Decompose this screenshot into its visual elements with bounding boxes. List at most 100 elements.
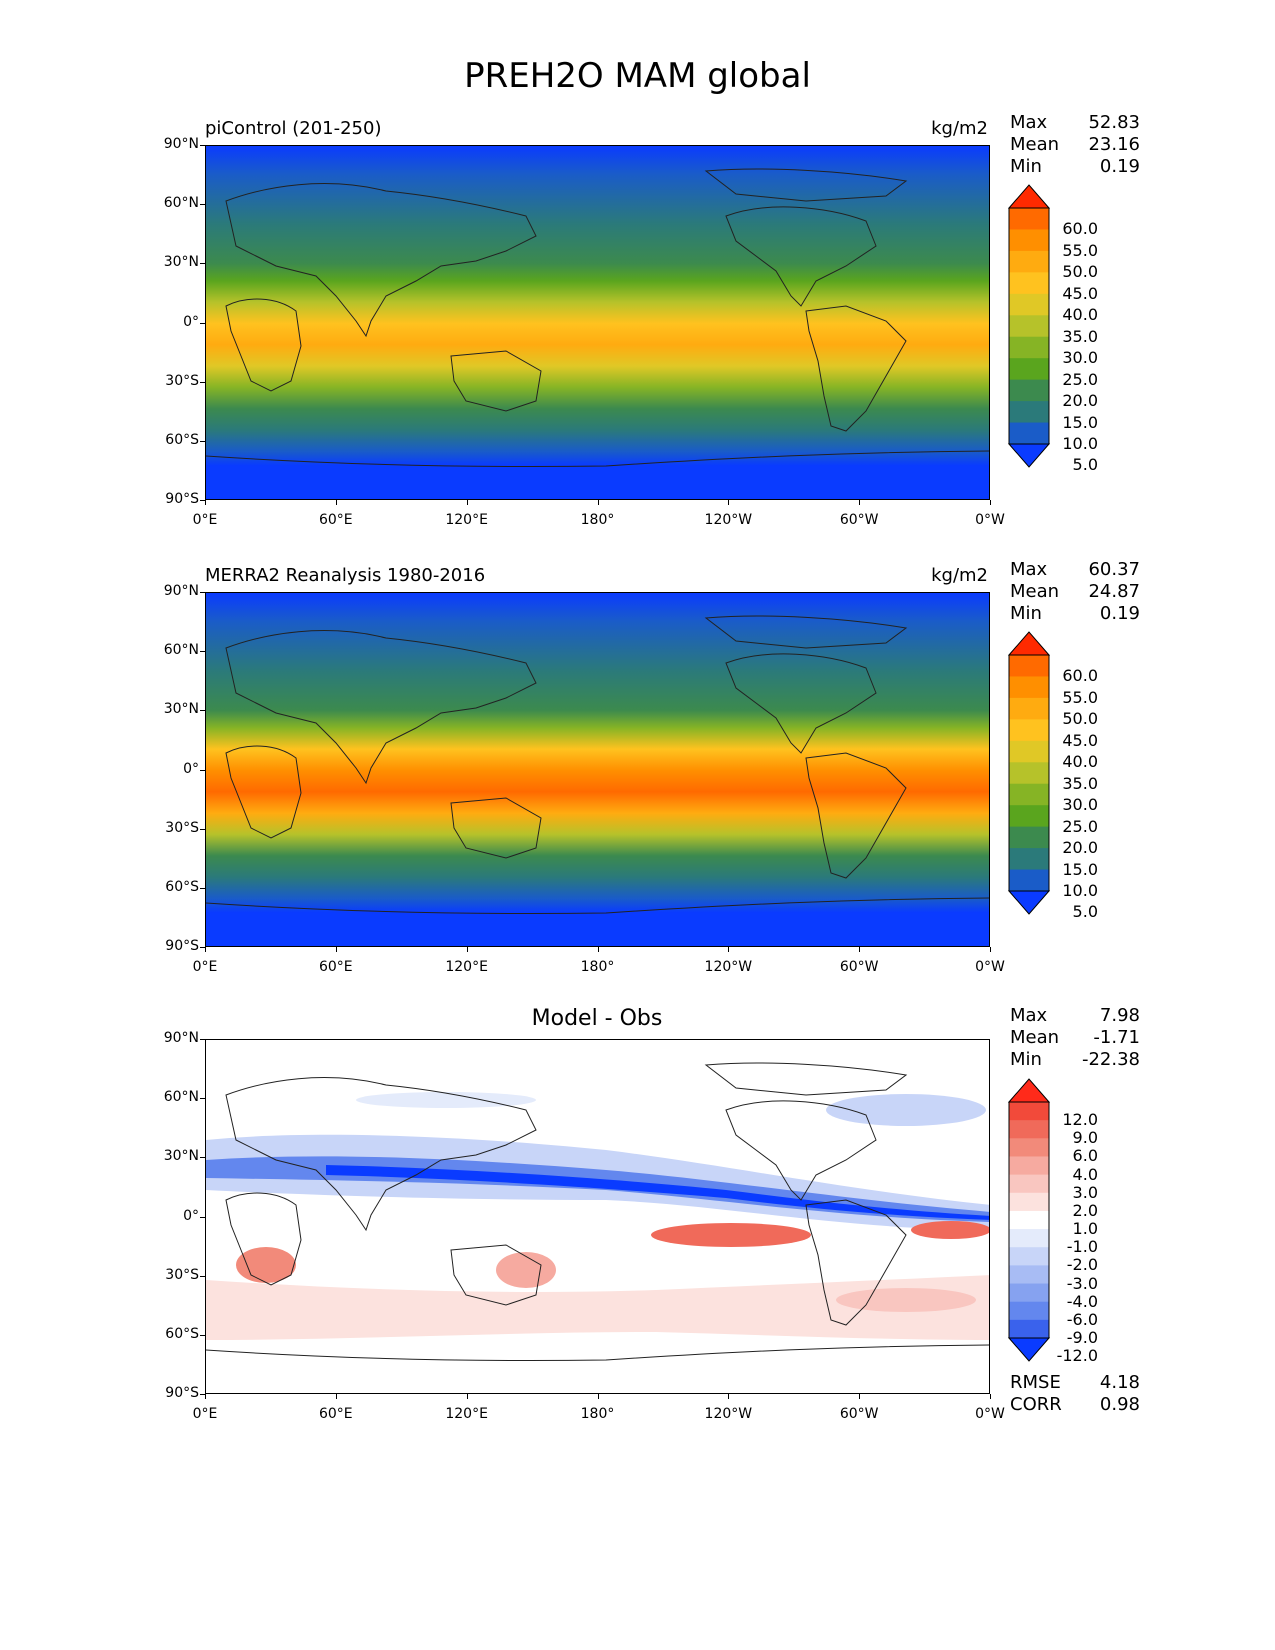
- colorbar-tick-label: 35.0: [1062, 773, 1098, 793]
- colorbar-tick-label: 5.0: [1072, 455, 1098, 475]
- lat-tick-label: 60°S: [165, 878, 199, 895]
- colorbar-tick-label: 60.0: [1062, 219, 1098, 239]
- colorbar-tick-label: 30.0: [1062, 348, 1098, 368]
- colorbar-tick-label: 9.0: [1072, 1128, 1098, 1148]
- lat-tick-label: 60°N: [163, 1089, 199, 1106]
- colorbar-segment: [1009, 762, 1049, 785]
- colorbar-tick-label: -2.0: [1066, 1255, 1098, 1275]
- stat-min-label: Min: [1010, 1049, 1042, 1070]
- colorbar-extend-max: [1007, 1078, 1051, 1103]
- lat-tick-mark: [200, 204, 205, 206]
- lon-tick-label: 0°W: [975, 512, 1005, 528]
- colorbar-tick-label: 25.0: [1062, 369, 1098, 389]
- lon-tick-mark: [990, 947, 991, 952]
- lat-tick-mark: [200, 887, 205, 889]
- stat-corr-label: CORR: [1010, 1394, 1062, 1415]
- colorbar-segment: [1009, 422, 1049, 445]
- lon-tick-mark: [728, 1394, 730, 1399]
- colorbar-outline: [1008, 207, 1050, 445]
- panel-2-colorbar-labels: 60.0 55.0 50.0 45.0 40.0 35.0 30.0 25.0 20.0 15.0…: [1050, 631, 1110, 920]
- lon-tick-mark: [597, 1394, 599, 1399]
- colorbar-tick-label: 50.0: [1062, 709, 1098, 729]
- panel-2-colorbar-svg: [1007, 631, 1051, 915]
- colorbar-segment: [1009, 293, 1049, 316]
- panel-3-stats: Max 7.98 Mean -1.71 Min -22.38: [1010, 1005, 1140, 1071]
- panel-2-map-svg: [206, 593, 989, 946]
- lon-tick-label: 60°W: [839, 512, 879, 528]
- lon-tick-label: 180°: [580, 1406, 615, 1422]
- colorbar-tick-label: -3.0: [1066, 1273, 1098, 1293]
- stat-min-value: 0.19: [1099, 156, 1140, 177]
- colorbar-tick-label: 25.0: [1062, 816, 1098, 836]
- panel-1-title: piControl (201-250): [205, 118, 382, 139]
- lon-tick-label: 120°E: [445, 512, 488, 528]
- lon-tick-mark: [466, 500, 468, 505]
- colorbar-segment: [1009, 1301, 1049, 1321]
- colorbar-tick-label: 40.0: [1062, 752, 1098, 772]
- stat-max-label: Max: [1010, 112, 1048, 133]
- panel-3-colorbar-labels: 12.0 9.0 6.0 4.0 3.0 2.0 1.0 -1.0 -2.0 -3.0 -4.0 -6…: [1050, 1078, 1110, 1364]
- colorbar-segment: [1009, 1247, 1049, 1266]
- panel-1-stats: Max 52.83 Mean 23.16 Min 0.19: [1010, 112, 1140, 178]
- colorbar-segment: [1009, 401, 1049, 424]
- stat-mean-label: Mean: [1010, 581, 1060, 602]
- lon-tick-mark: [466, 1394, 468, 1399]
- colorbar-segment: [1009, 1138, 1049, 1157]
- colorbar-tick-label: 50.0: [1062, 262, 1098, 282]
- lon-tick-label: 120°W: [704, 959, 753, 975]
- lon-tick-mark: [597, 947, 599, 952]
- lon-tick-label: 120°W: [704, 512, 753, 528]
- lon-tick-label: 60°E: [318, 959, 353, 975]
- lon-tick-mark: [597, 500, 599, 505]
- lon-tick-label: 0°E: [192, 512, 218, 528]
- panel-1-colorbar-labels: 60.0 55.0 50.0 45.0 40.0 35.0 30.0 25.0 20.0 15.0…: [1050, 184, 1110, 473]
- colorbar-tick-label: 15.0: [1062, 412, 1098, 432]
- lat-tick-label: 90°S: [165, 491, 199, 507]
- colorbar-tick-label: -4.0: [1066, 1291, 1098, 1311]
- panel-3-map: [205, 1039, 990, 1394]
- lon-tick-label: 60°W: [839, 959, 879, 975]
- lon-tick-label: 180°: [580, 959, 615, 975]
- stat-mean-label: Mean: [1010, 134, 1060, 155]
- colorbar-segment: [1009, 1102, 1049, 1121]
- colorbar-segment: [1009, 740, 1049, 763]
- colorbar-tick-label: 35.0: [1062, 326, 1098, 346]
- lat-tick-label: 30°S: [165, 372, 199, 389]
- panel-1-colorbar-svg: [1007, 184, 1051, 468]
- colorbar-segment: [1009, 358, 1049, 381]
- lat-tick-label: 90°N: [163, 136, 199, 152]
- stat-max-value: 60.37: [1088, 559, 1140, 580]
- lat-tick-label: 60°S: [165, 431, 199, 448]
- panel-3-map-svg: [206, 1040, 989, 1393]
- colorbar-tick-label: 20.0: [1062, 838, 1098, 858]
- lat-tick-mark: [200, 1394, 205, 1395]
- lon-tick-mark: [990, 1394, 991, 1399]
- colorbar-outline: [1008, 654, 1050, 892]
- colorbar-tick-label: 15.0: [1062, 859, 1098, 879]
- stat-min-value: 0.19: [1099, 603, 1140, 624]
- colorbar-segment: [1009, 1283, 1049, 1303]
- panel-2-map: [205, 592, 990, 947]
- lon-tick-mark: [466, 947, 468, 952]
- colorbar-extend-min: [1007, 443, 1051, 468]
- lon-tick-mark: [859, 500, 861, 505]
- lon-tick-mark: [859, 1394, 861, 1399]
- colorbar-tick-label: 55.0: [1062, 240, 1098, 260]
- lat-tick-mark: [200, 769, 205, 771]
- colorbar-tick-label: 4.0: [1072, 1164, 1098, 1184]
- panel-1-colorbar: [1007, 184, 1051, 468]
- colorbar-segment: [1009, 1120, 1049, 1139]
- lon-tick-label: 60°E: [318, 1406, 353, 1422]
- colorbar-tick-label: 30.0: [1062, 795, 1098, 815]
- stat-min-label: Min: [1010, 156, 1042, 177]
- lon-tick-mark: [859, 947, 861, 952]
- colorbar-segment: [1009, 379, 1049, 402]
- lat-tick-label: 90°N: [163, 1030, 199, 1046]
- stat-min-label: Min: [1010, 603, 1042, 624]
- colorbar-segment: [1009, 1156, 1049, 1176]
- panel-1-units: kg/m2: [931, 118, 988, 139]
- lat-tick-mark: [200, 1098, 205, 1100]
- stat-mean-label: Mean: [1010, 1027, 1060, 1048]
- colorbar-tick-label: 5.0: [1072, 902, 1098, 922]
- colorbar-segment: [1009, 848, 1049, 871]
